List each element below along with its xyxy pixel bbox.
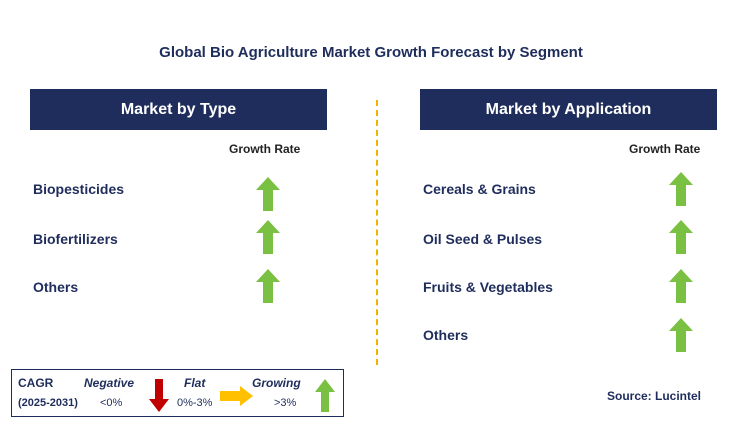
up-arrow-icon: [669, 269, 693, 303]
legend-negative-label: Negative: [84, 376, 135, 390]
legend-flat-label: Flat: [184, 376, 206, 390]
type-row-label: Biopesticides: [33, 181, 125, 197]
legend-growing-label: Growing: [252, 376, 301, 390]
chart-title: Global Bio Agriculture Market Growth For…: [159, 44, 583, 61]
panel-divider: [376, 100, 378, 365]
application-row-label: Oil Seed & Pulses: [423, 231, 543, 247]
up-arrow-icon: [256, 269, 280, 303]
up-arrow-icon: [669, 220, 693, 254]
cagr-legend: CAGR (2025-2031) Negative <0% Flat 0%-3%…: [11, 369, 344, 417]
right-arrow-icon: [220, 386, 253, 406]
source-note: Source: Lucintel: [607, 389, 702, 403]
application-row-label: Others: [423, 327, 469, 343]
legend-growing-range: >3%: [274, 397, 297, 409]
up-arrow-icon: [669, 172, 693, 206]
up-arrow-icon: [315, 379, 335, 412]
up-arrow-icon: [669, 318, 693, 352]
left-growth-rate-label: Growth Rate: [229, 142, 301, 156]
down-arrow-icon: [149, 379, 169, 412]
left-panel-header: Market by Type: [30, 89, 327, 130]
legend-flat-range: 0%-3%: [177, 397, 213, 409]
legend-negative-range: <0%: [100, 397, 123, 409]
type-row-label: Others: [33, 279, 79, 295]
application-row-label: Cereals & Grains: [423, 181, 536, 197]
application-row-label: Fruits & Vegetables: [423, 279, 553, 295]
legend-cagr-label: CAGR: [18, 376, 54, 390]
right-panel-header: Market by Application: [420, 89, 717, 130]
type-row-label: Biofertilizers: [33, 231, 118, 247]
up-arrow-icon: [256, 177, 280, 211]
up-arrow-icon: [256, 220, 280, 254]
legend-period: (2025-2031): [18, 397, 78, 409]
right-growth-rate-label: Growth Rate: [629, 142, 701, 156]
